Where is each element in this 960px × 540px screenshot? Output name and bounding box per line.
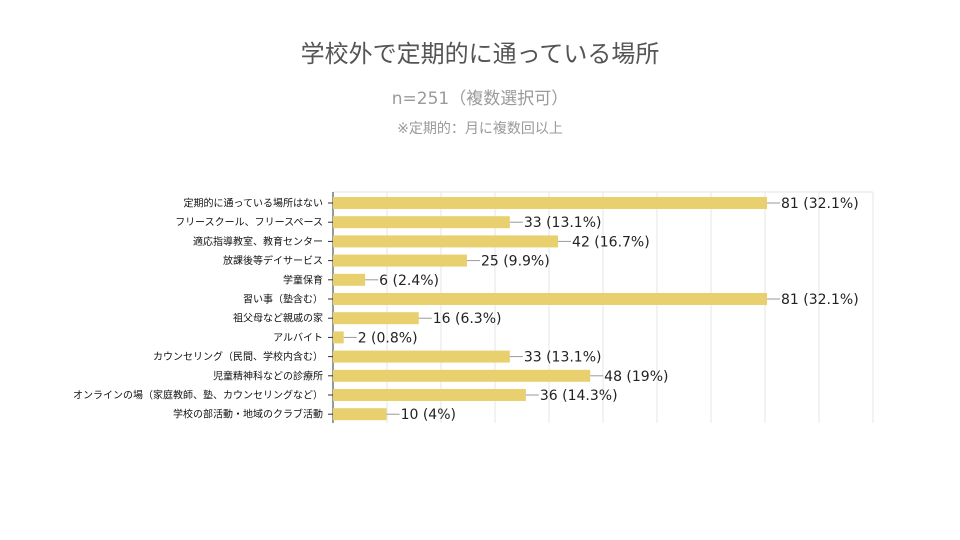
bar	[333, 216, 510, 229]
category-label: 放課後等デイサービス	[223, 254, 323, 267]
bar	[333, 331, 344, 344]
bar	[333, 197, 767, 209]
category-label: オンラインの場（家庭教師、塾、カウンセリングなど）	[73, 389, 323, 402]
category-label: 適応指導教室、教育センター	[193, 235, 323, 248]
data-label: 10 (4%)	[401, 407, 456, 423]
data-label: 81 (32.1%)	[781, 196, 859, 212]
bars	[333, 197, 767, 421]
data-label: 36 (14.3%)	[540, 388, 618, 404]
category-label: 学童保育	[283, 273, 323, 286]
data-label: 33 (13.1%)	[524, 215, 602, 231]
data-label: 25 (9.9%)	[481, 254, 550, 270]
category-label: 定期的に通っている場所はない	[184, 197, 324, 210]
labels: 定期的に通っている場所はない 81 (32.1%) フリースクール、フリースペース 3…	[73, 196, 859, 423]
bar	[333, 350, 510, 363]
definition-note: ※定期的：月に複数回以上	[397, 121, 563, 137]
bar	[333, 293, 767, 305]
category-label: 学校の部活動・地域のクラブ活動	[173, 408, 323, 421]
bar	[333, 273, 366, 286]
data-label: 6 (2.4%)	[379, 273, 439, 289]
category-label: フリースクール、フリースペース	[175, 217, 323, 229]
bar	[333, 389, 526, 401]
bar	[333, 312, 419, 325]
data-label: 48 (19%)	[604, 369, 668, 385]
data-label: 81 (32.1%)	[781, 292, 859, 308]
sample-size-subtitle: n=251（複数選択可）	[391, 89, 569, 109]
category-label: 祖父母など親戚の家	[233, 312, 323, 325]
data-label: 33 (13.1%)	[524, 350, 602, 366]
bar	[333, 254, 467, 267]
data-label: 42 (16.7%)	[572, 234, 650, 250]
category-label: アルバイト	[273, 332, 323, 344]
bar	[333, 235, 559, 248]
category-label: 児童精神科などの診療所	[213, 369, 323, 382]
bar	[333, 408, 387, 421]
gridlines	[328, 191, 874, 423]
category-label: 習い事（塾含む）	[243, 293, 323, 306]
data-label: 16 (6.3%)	[433, 311, 502, 327]
page-title: 学校外で定期的に通っている場所	[300, 40, 660, 68]
data-label: 2 (0.8%)	[358, 330, 418, 346]
bar	[333, 369, 591, 382]
category-label: カウンセリング（民間、学校内含む）	[153, 350, 323, 363]
